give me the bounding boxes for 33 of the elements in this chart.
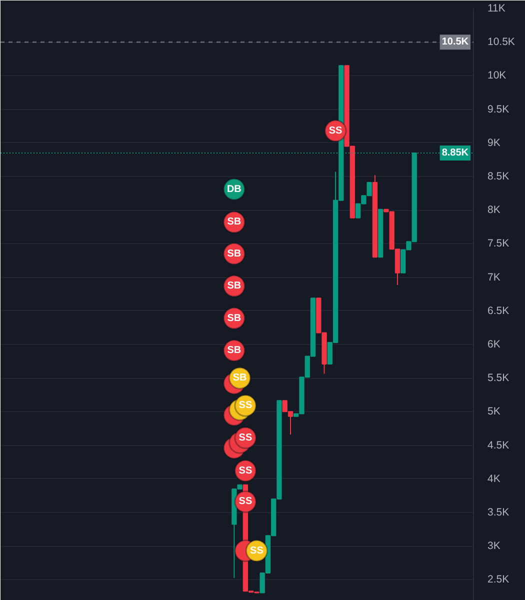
y-tick-label: 9.5K [488,103,510,116]
y-tick-label: 3K [488,540,500,552]
series-label: SS [238,465,252,476]
y-tick-label: 9K [488,136,500,149]
y-tick-label: 10.5K [488,36,515,48]
y-tick-label: 11K [488,2,506,14]
y-tick-label: 5.5K [488,372,510,384]
text: SS [250,545,264,556]
y-tick-label: 7.5K [488,238,510,250]
series-label: SB [227,280,242,292]
series-label: SB [232,372,247,384]
series-label: DB [226,184,242,195]
series-label: SS [238,496,252,508]
ref-line-label: 10.5K [442,36,470,48]
y-tick-label: 2.5K [488,574,510,586]
series-label: SB [227,345,242,356]
y-tick-label: 8.5K [488,170,510,182]
series-label: SS [328,125,343,136]
y-tick-label: 4.5K [488,439,510,452]
y-tick-label: 5K [488,406,500,418]
series-label: SB [227,312,242,324]
y-tick-label: 8K [488,204,500,216]
y-tick-label: 7K [488,271,500,284]
y-tick-label: 6.5K [488,304,510,317]
y-tick-label: 4K [488,472,500,485]
series-label: SB [227,216,242,228]
y-tick-label: 6K [488,338,500,350]
ref-line-label: 8.85K [442,147,470,158]
y-tick-label: 10K [488,70,506,82]
series-label: SB [227,248,242,260]
text: SS [238,432,252,444]
y-tick-label: 3.5K [488,506,510,518]
series-label: SS [238,400,252,412]
